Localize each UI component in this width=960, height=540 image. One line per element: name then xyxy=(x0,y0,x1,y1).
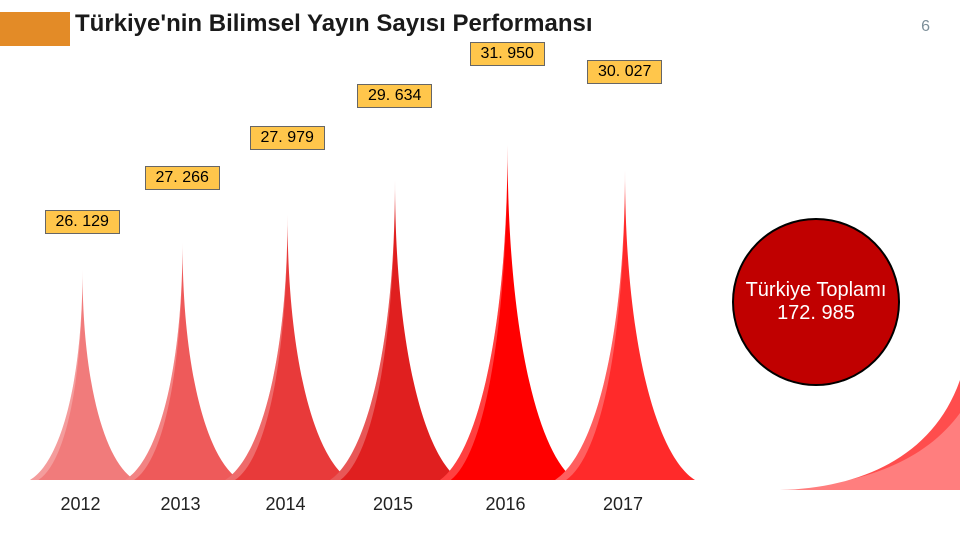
value-label-2016: 31. 950 xyxy=(470,42,545,66)
value-label-2017: 30. 027 xyxy=(587,60,662,84)
value-label-2015: 29. 634 xyxy=(357,84,432,108)
year-label-2014: 2014 xyxy=(266,494,306,515)
total-value: 172. 985 xyxy=(777,302,855,325)
year-label-2013: 2013 xyxy=(161,494,201,515)
value-label-2013: 27. 266 xyxy=(145,166,220,190)
total-circle: Türkiye Toplamı 172. 985 xyxy=(732,218,900,386)
year-label-2012: 2012 xyxy=(61,494,101,515)
year-label-2015: 2015 xyxy=(373,494,413,515)
spike-2012 xyxy=(30,270,135,480)
value-label-2014: 27. 979 xyxy=(250,126,325,150)
title-accent-bar xyxy=(0,12,70,46)
spike-2013 xyxy=(125,242,240,480)
page-title: Türkiye'nin Bilimsel Yayın Sayısı Perfor… xyxy=(75,10,593,38)
total-label: Türkiye Toplamı xyxy=(746,279,887,302)
spike-chart: 26. 12927. 26627. 97929. 63431. 95030. 0… xyxy=(0,90,720,480)
spike-2017 xyxy=(555,170,695,480)
year-label-2017: 2017 xyxy=(603,494,643,515)
swoosh-decoration xyxy=(780,380,960,490)
year-label-2016: 2016 xyxy=(486,494,526,515)
page-number: 6 xyxy=(921,18,930,36)
value-label-2012: 26. 129 xyxy=(45,210,120,234)
